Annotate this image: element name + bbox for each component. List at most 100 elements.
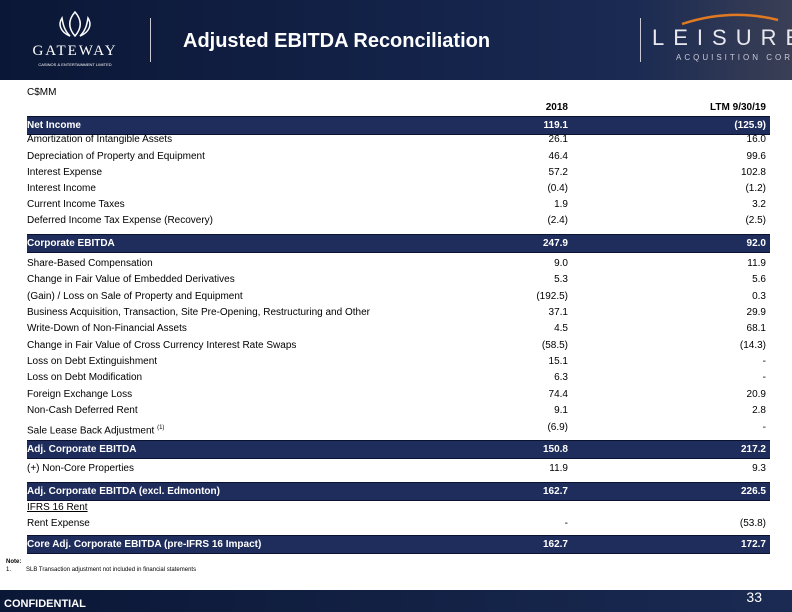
row-label-text: (Gain) / Loss on Sale of Property and Eq… bbox=[27, 291, 243, 302]
row-label-text: Change in Fair Value of Embedded Derivat… bbox=[27, 274, 235, 285]
row-label-text: Sale Lease Back Adjustment bbox=[27, 425, 155, 437]
row-label: Depreciation of Property and Equipment bbox=[27, 149, 205, 165]
cell-value: 217.2 bbox=[740, 444, 766, 455]
cell-value: (53.8) bbox=[739, 518, 766, 529]
table-row: Foreign Exchange Loss 74.4 20.9 bbox=[27, 387, 770, 403]
row-label-text: Depreciation of Property and Equipment bbox=[27, 151, 205, 162]
row-label: Corporate EBITDA bbox=[27, 235, 115, 252]
row-label: Interest Income bbox=[27, 181, 96, 197]
note-number: 1. bbox=[6, 567, 12, 573]
cell-value: 68.1 bbox=[746, 323, 766, 334]
row-label-text: Rent Expense bbox=[27, 518, 90, 529]
row-label: Loss on Debt Modification bbox=[27, 370, 142, 386]
row-label: Deferred Income Tax Expense (Recovery) bbox=[27, 213, 213, 229]
row-label-text: Deferred Income Tax Expense (Recovery) bbox=[27, 215, 214, 226]
total-row: Net Income 119.1 (125.9) bbox=[27, 116, 770, 135]
total-row: Adj. Corporate EBITDA 150.8 217.2 bbox=[27, 440, 770, 459]
cell-value: (0.4) bbox=[547, 183, 568, 194]
total-row: Core Adj. Corporate EBITDA (pre-IFRS 16 … bbox=[27, 535, 770, 554]
logo-name: LEISURE bbox=[652, 25, 792, 50]
row-label-text: Share-Based Compensation bbox=[27, 258, 153, 269]
logo-tagline: ACQUISITION CORP bbox=[676, 53, 792, 62]
total-row: Corporate EBITDA 247.9 92.0 bbox=[27, 234, 770, 253]
table-row: IFRS 16 Rent bbox=[27, 500, 770, 516]
cell-value: 119.1 bbox=[543, 120, 568, 131]
table-row: Depreciation of Property and Equipment 46… bbox=[27, 149, 770, 165]
cell-value: 6.3 bbox=[554, 372, 568, 383]
cell-value: 74.4 bbox=[548, 389, 568, 400]
divider bbox=[150, 18, 151, 62]
row-label-text: (+) Non-Core Properties bbox=[27, 463, 134, 474]
row-label-text: Loss on Debt Extinguishment bbox=[27, 356, 158, 367]
cell-value: 11.9 bbox=[747, 258, 766, 269]
cell-value: (125.9) bbox=[734, 120, 766, 131]
row-label-text: Business Acquisition, Transaction, Site … bbox=[27, 307, 370, 318]
cell-value: 102.8 bbox=[740, 167, 766, 178]
row-label-text: IFRS 16 Rent bbox=[27, 502, 88, 513]
divider bbox=[640, 18, 641, 62]
cell-value: 99.6 bbox=[746, 151, 766, 162]
table-row: Change in Fair Value of Embedded Derivat… bbox=[27, 272, 770, 288]
row-label: (Gain) / Loss on Sale of Property and Eq… bbox=[27, 289, 243, 305]
logo-name: GATEWAY bbox=[32, 43, 118, 59]
footnote-ref: (1) bbox=[157, 425, 165, 431]
row-label: Non-Cash Deferred Rent bbox=[27, 403, 138, 419]
cell-value: 5.6 bbox=[752, 274, 766, 285]
unit-label: C$MM bbox=[27, 87, 57, 98]
cell-value: 5.3 bbox=[554, 274, 568, 285]
row-label-text: Change in Fair Value of Cross Currency I… bbox=[27, 340, 297, 351]
table-row: Loss on Debt Extinguishment 15.1 - bbox=[27, 354, 770, 370]
cell-value: 26.1 bbox=[548, 134, 568, 145]
row-label: Current Income Taxes bbox=[27, 197, 125, 213]
row-label-text: Net Income bbox=[27, 120, 81, 131]
cell-value: 15.1 bbox=[548, 356, 568, 367]
table-row: Interest Income (0.4) (1.2) bbox=[27, 181, 770, 197]
table-row: Change in Fair Value of Cross Currency I… bbox=[27, 338, 770, 354]
row-label: Interest Expense bbox=[27, 165, 102, 181]
cell-value: - bbox=[762, 372, 766, 383]
note-text: SLB Transaction adjustment not included … bbox=[26, 567, 197, 573]
table-row: Sale Lease Back Adjustment (1) (6.9) - bbox=[27, 420, 770, 436]
table-row: (Gain) / Loss on Sale of Property and Eq… bbox=[27, 289, 770, 305]
cell-value: (14.3) bbox=[739, 340, 766, 351]
row-label-text: Current Income Taxes bbox=[27, 199, 125, 210]
row-label-text: Core Adj. Corporate EBITDA (pre-IFRS 16 … bbox=[27, 539, 262, 550]
cell-value: 3.2 bbox=[752, 199, 766, 210]
cell-value: 247.9 bbox=[542, 238, 568, 249]
cell-value: 162.7 bbox=[542, 486, 568, 497]
leisure-arc bbox=[681, 13, 779, 26]
cell-value: 37.1 bbox=[548, 307, 568, 318]
cell-value: (192.5) bbox=[536, 291, 568, 302]
page-number: 33 bbox=[746, 589, 762, 605]
cell-value: 57.2 bbox=[548, 167, 568, 178]
column-header: LTM 9/30/19 bbox=[710, 102, 766, 113]
confidential-label: CONFIDENTIAL bbox=[4, 598, 86, 610]
row-label-text: Write-Down of Non-Financial Assets bbox=[27, 323, 187, 334]
cell-value: - bbox=[564, 518, 568, 529]
table-row: Loss on Debt Modification 6.3 - bbox=[27, 370, 770, 386]
cell-value: 9.1 bbox=[554, 405, 568, 416]
table-row: Interest Expense 57.2 102.8 bbox=[27, 165, 770, 181]
cell-value: 9.0 bbox=[554, 258, 568, 269]
row-label-text: Loss on Debt Modification bbox=[27, 372, 143, 383]
table-row: (+) Non-Core Properties 11.9 9.3 bbox=[27, 461, 770, 477]
cell-value: 29.9 bbox=[746, 307, 766, 318]
table-row: Deferred Income Tax Expense (Recovery) (2… bbox=[27, 213, 770, 229]
row-label-text: Interest Income bbox=[27, 183, 96, 194]
table-row: Write-Down of Non-Financial Assets 4.5 68.… bbox=[27, 321, 770, 337]
cell-value: 2.8 bbox=[752, 405, 766, 416]
cell-value: (1.2) bbox=[745, 183, 766, 194]
row-label-text: Amortization of Intangible Assets bbox=[27, 134, 173, 145]
slide-title: Adjusted EBITDA Reconciliation bbox=[183, 30, 491, 52]
cell-value: 226.5 bbox=[740, 486, 766, 497]
cell-value: 1.9 bbox=[554, 199, 568, 210]
row-label: Rent Expense bbox=[27, 516, 90, 532]
cell-value: (6.9) bbox=[547, 422, 568, 433]
cell-value: 92.0 bbox=[746, 238, 766, 249]
header-band bbox=[0, 0, 792, 80]
cell-value: 11.9 bbox=[549, 463, 568, 474]
cell-value: 16.0 bbox=[746, 134, 766, 145]
row-label: Share-Based Compensation bbox=[27, 256, 153, 272]
cell-value: 162.7 bbox=[542, 539, 568, 550]
footer-band bbox=[0, 590, 792, 612]
